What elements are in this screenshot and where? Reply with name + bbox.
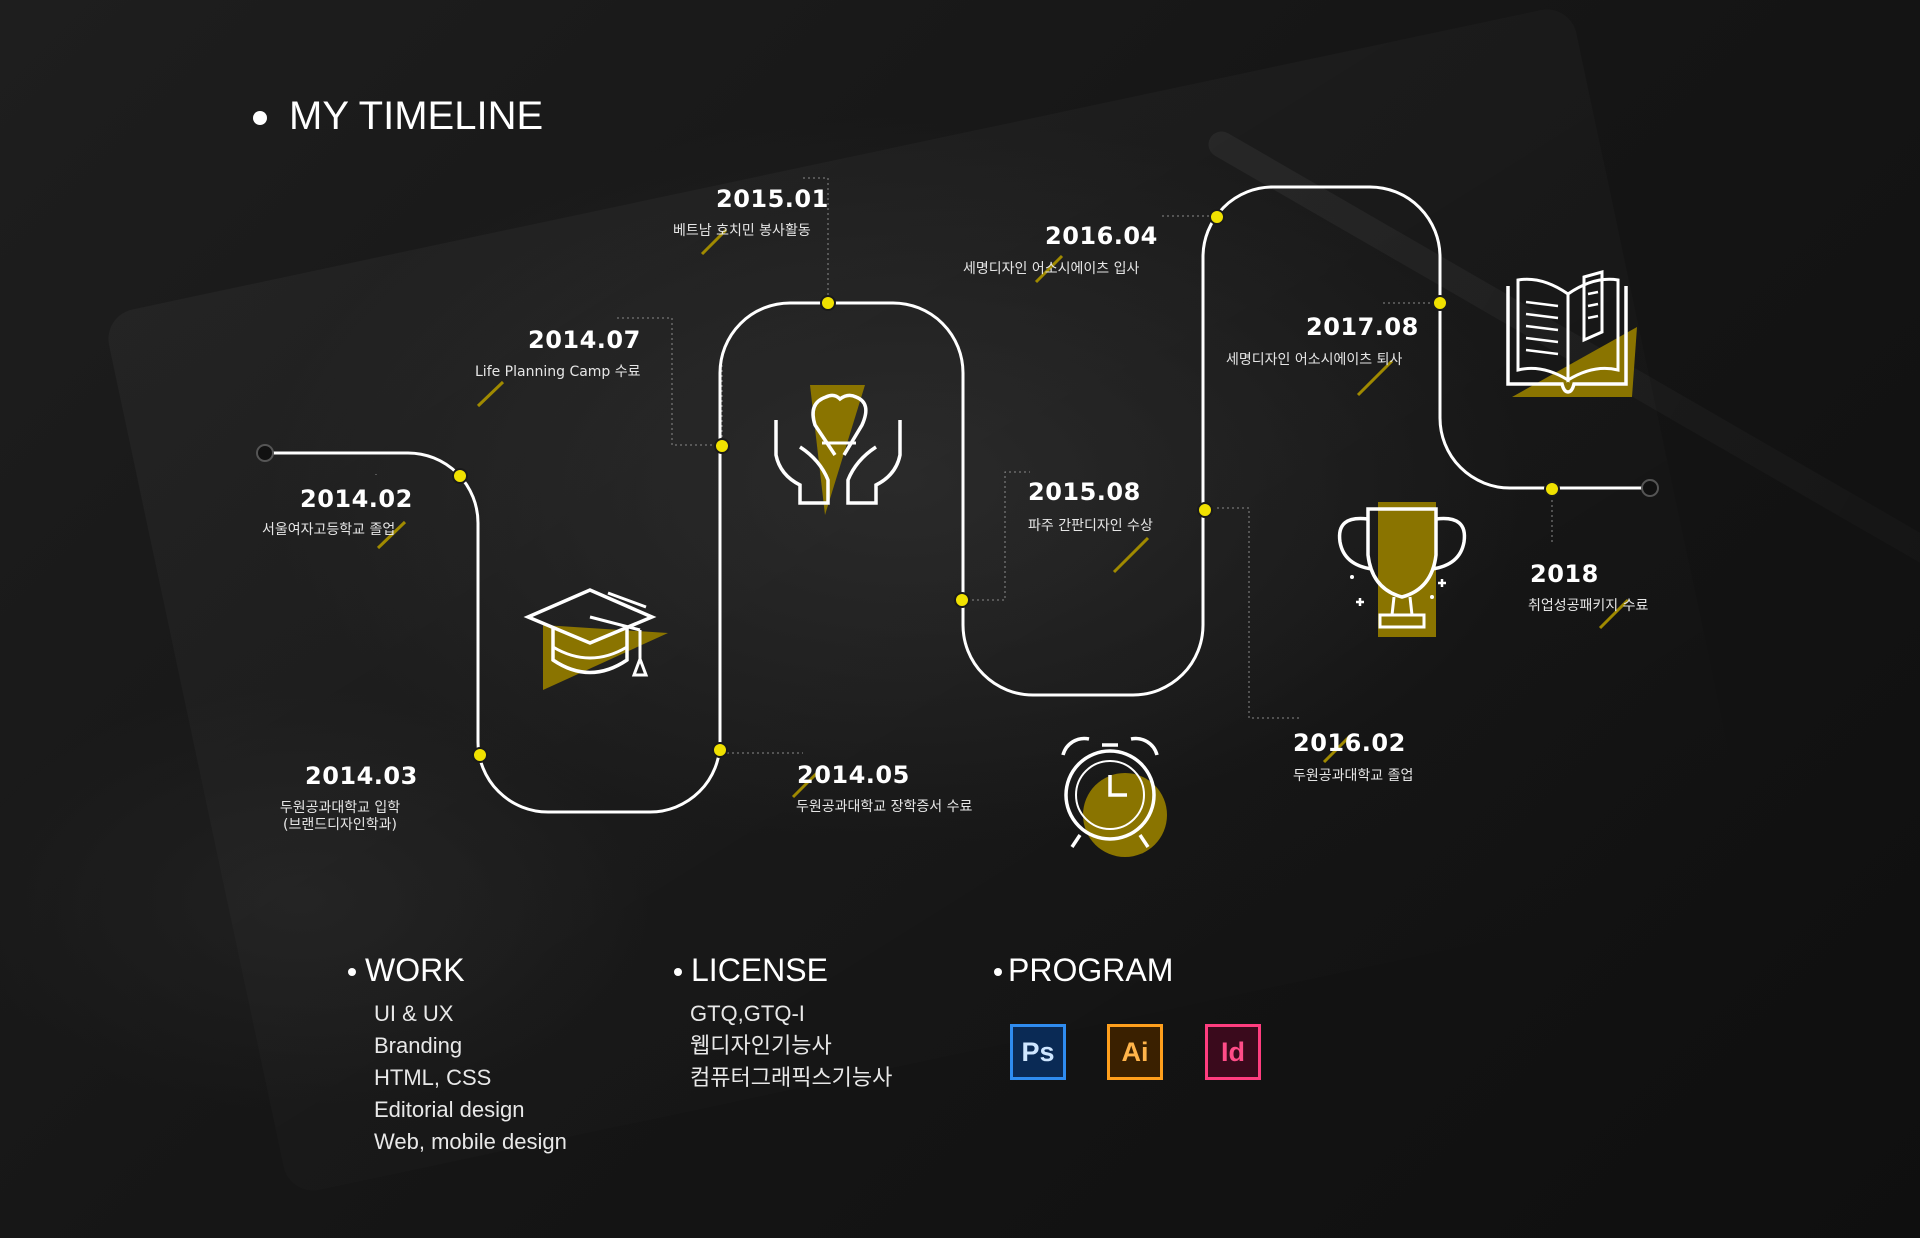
event-date: 2014.02 xyxy=(300,485,413,513)
list-item: Editorial design xyxy=(374,1097,525,1122)
list-item: 웹디자인기능사 xyxy=(690,1033,832,1058)
illustrator-icon: Ai xyxy=(1107,1024,1163,1080)
work-list: UI & UX Branding HTML, CSS Editorial des… xyxy=(374,998,567,1158)
list-item: GTQ,GTQ-I xyxy=(690,1001,805,1026)
title-bullet xyxy=(253,111,267,125)
event-date: 2015.01 xyxy=(716,185,829,213)
timeline-path xyxy=(265,185,1650,814)
list-item: 컴퓨터그래픽스기능사 xyxy=(690,1065,893,1090)
program-heading: PROGRAM xyxy=(1008,952,1174,988)
license-bullet xyxy=(674,968,682,976)
indesign-icon: Id xyxy=(1205,1024,1261,1080)
event-desc: 취업성공패키지 수료 xyxy=(1528,598,1649,614)
event-desc: 두원공과대학교 입학 (브랜드디자인학과) xyxy=(278,800,402,834)
awareness-ribbon-hands-icon xyxy=(774,385,902,515)
event-date: 2016.02 xyxy=(1293,729,1406,757)
event-desc: 파주 간판디자인 수상 xyxy=(1028,518,1153,534)
event-date: 2018 xyxy=(1530,560,1599,588)
list-item: UI & UX xyxy=(374,1001,454,1026)
program-bullet xyxy=(994,968,1002,976)
work-bullet xyxy=(348,968,356,976)
event-date: 2017.08 xyxy=(1306,313,1419,341)
license-list: GTQ,GTQ-I 웹디자인기능사 컴퓨터그래픽스기능사 xyxy=(690,998,892,1094)
event-desc: 서울여자고등학교 졸업 xyxy=(262,522,396,538)
event-desc: 세명디자인 어소시에이츠 입사 xyxy=(963,261,1140,277)
event-desc-line: 두원공과대학교 입학 xyxy=(279,800,401,816)
photoshop-icon: Ps xyxy=(1010,1024,1066,1080)
event-date: 2014.03 xyxy=(305,762,418,790)
event-desc: 두원공과대학교 졸업 xyxy=(1293,768,1414,784)
event-date: 2015.08 xyxy=(1028,478,1141,506)
event-date: 2016.04 xyxy=(1045,222,1158,250)
slash-accents xyxy=(376,228,1630,799)
work-heading: WORK xyxy=(365,952,465,988)
list-item: Web, mobile design xyxy=(374,1129,567,1154)
graduation-cap-icon xyxy=(523,588,668,690)
trophy-icon xyxy=(1337,502,1467,637)
event-desc: 베트남 호치민 봉사활동 xyxy=(673,223,811,239)
alarm-clock-icon xyxy=(1061,736,1167,857)
event-date: 2014.05 xyxy=(797,761,910,789)
list-item: HTML, CSS xyxy=(374,1065,492,1090)
timeline-end xyxy=(1641,479,1659,497)
event-desc-line: (브랜드디자인학과) xyxy=(283,817,397,833)
license-heading: LICENSE xyxy=(691,952,828,988)
page-title: MY TIMELINE xyxy=(289,94,544,138)
open-book-icon xyxy=(1506,270,1637,397)
event-dots xyxy=(452,209,1560,763)
timeline-start xyxy=(256,444,274,462)
event-date: 2014.07 xyxy=(528,326,641,354)
list-item: Branding xyxy=(374,1033,463,1058)
event-desc: 세명디자인 어소시에이츠 퇴사 xyxy=(1226,352,1403,368)
event-desc: 두원공과대학교 장학증서 수료 xyxy=(796,799,973,815)
event-desc: Life Planning Camp 수료 xyxy=(475,364,641,380)
